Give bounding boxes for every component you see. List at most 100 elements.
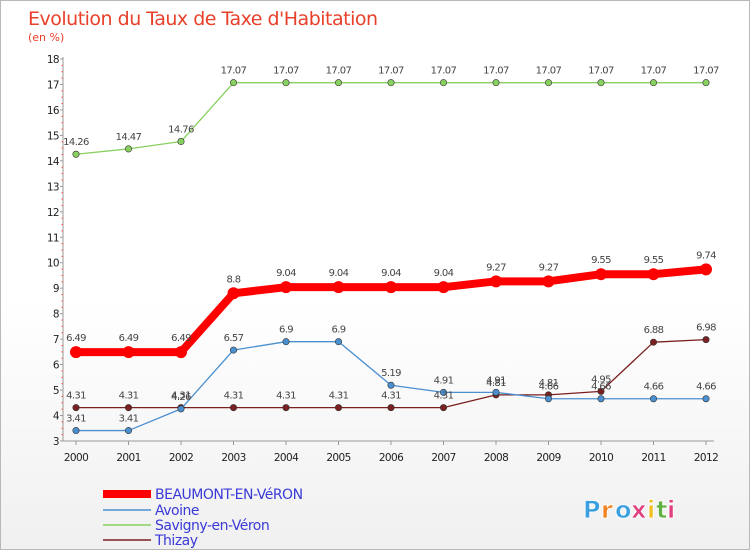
data-label: 4.31 [276, 391, 296, 402]
data-label: 5.19 [381, 368, 401, 379]
x-tick-label: 2004 [274, 452, 299, 464]
data-point [387, 79, 395, 87]
data-point [542, 275, 555, 288]
y-tick-label: 4 [53, 411, 60, 423]
data-point [647, 268, 660, 281]
data-label: 4.66 [644, 382, 664, 393]
data-label: 6.57 [224, 333, 244, 344]
data-label: 17.07 [378, 66, 404, 77]
series-line-2 [75, 82, 707, 155]
data-point [544, 395, 552, 403]
data-point [230, 404, 238, 412]
data-point [492, 79, 500, 87]
y-tick-label: 14 [47, 156, 60, 168]
x-tick-label: 2006 [379, 452, 404, 464]
data-point [439, 79, 447, 87]
data-point [597, 387, 605, 395]
data-point [177, 138, 185, 146]
logo-letter: o [615, 496, 632, 524]
data-point [334, 404, 342, 412]
x-tick-label: 2000 [64, 452, 88, 464]
y-tick-label: 16 [47, 105, 60, 117]
legend-label: Avoine [155, 503, 199, 519]
data-label: 9.27 [539, 262, 559, 273]
x-tick-label: 2001 [116, 452, 140, 464]
logo-letter: P [583, 496, 601, 524]
data-label: 9.74 [696, 250, 716, 261]
data-label: 4.91 [486, 375, 506, 386]
x-tick-label: 2007 [431, 452, 455, 464]
data-labels: 6.49 6.49 6.49 8.8 9.04 9.04 9.04 9.04 9.27 9.27 9… [63, 66, 719, 425]
logo-letter: t [656, 496, 667, 524]
data-label: 17.07 [273, 66, 299, 77]
data-label: 4.31 [329, 391, 349, 402]
y-tick-label: 11 [47, 232, 59, 244]
data-label: 9.27 [486, 262, 506, 273]
data-point [702, 395, 710, 403]
data-point [439, 404, 447, 412]
data-point [597, 79, 605, 87]
data-label: 17.07 [693, 66, 719, 77]
x-tick-label: 2011 [641, 452, 665, 464]
data-label: 4.31 [66, 391, 86, 402]
logo-letter: x [631, 496, 647, 524]
data-label: 4.31 [119, 391, 139, 402]
data-point [490, 275, 502, 288]
data-label: 4.66 [591, 382, 611, 393]
data-label: 9.55 [591, 255, 611, 266]
logo-letter: r [601, 496, 613, 524]
data-point [437, 281, 450, 294]
data-point [70, 346, 82, 359]
y-tick-label: 7 [53, 334, 59, 346]
data-point [282, 404, 290, 412]
data-label: 4.66 [696, 382, 716, 393]
data-label: 6.88 [644, 325, 664, 336]
data-label: 4.31 [224, 391, 244, 402]
data-label: 4.26 [171, 392, 191, 403]
data-point [72, 150, 80, 158]
data-point [439, 388, 447, 396]
data-label: 6.49 [66, 333, 86, 344]
data-label: 3.41 [119, 414, 139, 425]
data-label: 9.04 [381, 268, 401, 279]
legend-label: Thizay [154, 533, 198, 549]
y-tick-label: 13 [47, 181, 59, 193]
data-point [125, 145, 133, 153]
y-tick-label: 6 [53, 360, 60, 372]
x-tick-label: 2010 [589, 452, 613, 464]
y-tick-label: 12 [47, 207, 59, 219]
data-label: 17.07 [431, 66, 457, 77]
x-tick-label: 2005 [326, 452, 350, 464]
data-label: 4.31 [381, 391, 401, 402]
data-label: 4.81 [539, 378, 559, 389]
data-point [385, 281, 397, 294]
data-label: 9.55 [644, 255, 664, 266]
data-point [700, 263, 712, 276]
data-label: 17.07 [536, 66, 562, 77]
data-label: 14.47 [116, 132, 142, 143]
data-label: 17.07 [221, 66, 247, 77]
data-point [72, 427, 80, 435]
data-label: 17.07 [588, 66, 614, 77]
y-tick-label: 8 [53, 309, 59, 321]
legend-label: Savigny-en-Véron [155, 518, 269, 534]
y-tick-label: 18 [47, 54, 59, 66]
data-label: 17.07 [641, 66, 667, 77]
data-label: 17.07 [326, 66, 352, 77]
data-point [387, 404, 395, 412]
y-tick-label: 5 [53, 385, 59, 397]
data-label: 9.04 [329, 268, 349, 279]
legend: BEAUMONT-EN-VéRONAvoineSavigny-en-VéronT… [103, 487, 303, 549]
y-tick-label: 15 [47, 130, 59, 142]
data-point [122, 346, 135, 359]
data-label: 9.04 [434, 268, 454, 279]
y-tick-label: 3 [53, 436, 59, 448]
chart-title: Evolution du Taux de Taxe d'Habitation [28, 8, 378, 30]
x-tick-label: 2002 [169, 452, 193, 464]
data-label: 4.31 [434, 391, 454, 402]
y-tick-label: 17 [47, 79, 59, 91]
data-point [72, 404, 80, 412]
data-point [702, 336, 710, 344]
